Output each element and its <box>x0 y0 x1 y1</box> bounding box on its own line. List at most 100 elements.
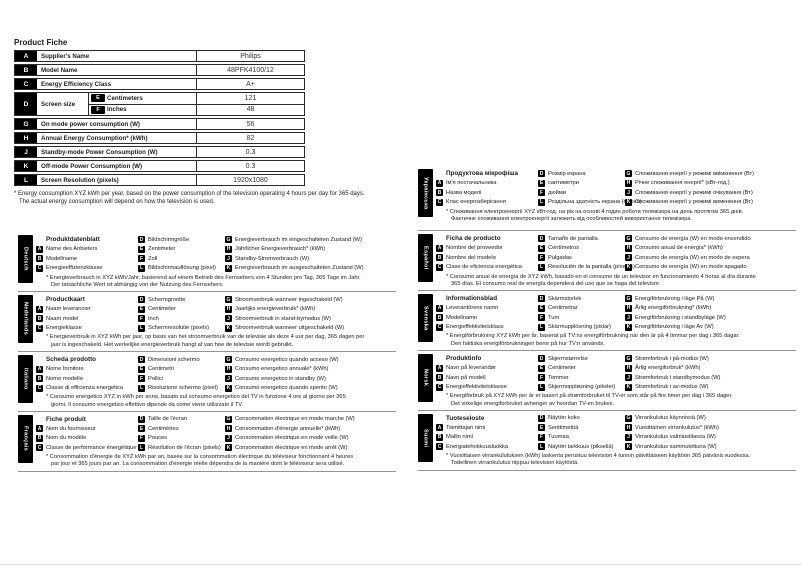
key-badge-g: G <box>225 296 232 304</box>
language-tab: Italiano <box>18 354 33 403</box>
language-section: Deutsch Produktdatenblatt A Name des Anbi… <box>18 232 396 292</box>
spec-item-k: K Stroomverbruik wanneer uitgeschakeld (W… <box>225 323 414 333</box>
spec-label: Toimittajan nimi <box>446 424 486 431</box>
key-badge-d: D <box>538 170 545 178</box>
key-badge-h: H <box>225 365 232 373</box>
spec-item-g: G Strømforbruk i på-modus (W) <box>625 354 802 364</box>
section-footnote: * Energieverbrauch in XYZ kWh/Jahr, basi… <box>18 275 396 289</box>
product-fiche-table: A Supplier's Name Philips B Model Name 4… <box>14 50 305 188</box>
spec-item-b: B Назва моделі <box>436 188 538 198</box>
spec-item-j: J Consommation électrique en mode veille … <box>225 434 414 444</box>
language-tab: Suomi <box>418 413 433 462</box>
spec-item-j: J Consumo de energía (W) en modo de esper… <box>625 253 802 263</box>
row-label: Model Name <box>37 65 197 75</box>
section-column-abc: Продуктова мікрофіша A Ім'я постачальника… <box>436 169 538 207</box>
key-badge-g: G <box>225 415 232 423</box>
section-title: Informationsblad <box>446 295 498 303</box>
spec-item-c: C Energieklasse <box>36 323 138 333</box>
key-badge-j: J <box>15 147 37 157</box>
spec-label: Consommation électrique en mode veille (… <box>235 435 349 442</box>
section-columns: Ficha de producto A Nombre del proveedor B… <box>418 234 796 272</box>
spec-item-d: D Розмір екрана <box>538 169 625 179</box>
spec-label: Розмір екрана <box>548 170 586 177</box>
row-label: Inches <box>107 104 197 115</box>
spec-item-k: K Consumo de energía (W) en modo apagado <box>625 263 802 273</box>
key-badge-f: F <box>538 374 545 382</box>
key-badge-a: A <box>15 51 37 61</box>
key-badge-c: C <box>15 79 37 89</box>
spec-item-g: G Virrankulutus käynnissä (W) <box>625 414 802 424</box>
spec-item-e: E Senttimetriä <box>538 423 625 433</box>
key-badge-h: H <box>625 179 632 187</box>
spec-label: Leverantörens namn <box>446 305 499 312</box>
row-label: Supplier's Name <box>37 51 197 61</box>
table-row-screen-size: D Screen size E Centimeters 121 F Inches… <box>14 92 305 116</box>
footnote-line: * Energy consumption XYZ kWh per year, b… <box>14 191 365 197</box>
spec-label: Energiatehokkuusluokka <box>446 443 509 450</box>
spec-label: Nome modello <box>46 375 83 382</box>
key-badge-k: K <box>625 443 632 451</box>
key-badge-k: K <box>625 198 632 206</box>
spec-label: Energiförbrukning i läge På (W) <box>635 295 715 302</box>
section-title: Tuoteseloste <box>446 414 485 422</box>
section-columns: Fiche produit A Nom du fournisseur B Nom du… <box>18 415 396 453</box>
key-badge-a: A <box>436 424 443 432</box>
spec-item-c: C Клас енергозберігання <box>436 198 538 208</box>
key-badge-k: K <box>625 383 632 391</box>
row-value: 48PFK4100/12 <box>227 66 274 74</box>
spec-label: Назва моделі <box>446 189 482 196</box>
spec-label: Consumo energetico in standby (W) <box>235 375 326 382</box>
spec-label: Dimensioni schermo <box>148 356 200 363</box>
key-badge-k: K <box>625 323 632 331</box>
spec-item-c: C Clase de eficiencia energética <box>436 263 538 273</box>
footnote-line: * Consumo energetico XYZ in kWh per anno… <box>46 394 346 401</box>
spec-item-h: H Årlig energiforbruk* (kWh) <box>625 363 802 373</box>
key-badge-f: F <box>538 254 545 262</box>
spec-label: Energieffektivitetsklass <box>446 324 504 331</box>
spec-item-g: G Energieverbrauch im eingeschalteten Zus… <box>225 235 414 245</box>
key-badge-j: J <box>625 374 632 382</box>
key-badge-j: J <box>225 434 232 442</box>
section-title: Productkaart <box>46 296 85 304</box>
section-column-abc: Productkaart A Naam leverancier B Naam mode… <box>36 295 138 333</box>
key-badge-j: J <box>625 314 632 322</box>
right-language-column: Українська Продуктова мікрофіша A Ім'я по… <box>418 166 796 471</box>
row-value: 1920x1080 <box>233 176 268 184</box>
spec-label: Consommation électrique en mode marche (… <box>235 416 355 423</box>
key-badge-b: B <box>15 65 37 75</box>
spec-label: Energieeffizienzklasse <box>46 265 103 272</box>
spec-item-h: H Consommation d'énergie annuelle* (kWh) <box>225 424 414 434</box>
spec-item-l: L Skärmupplösning (pixlar) <box>538 322 625 332</box>
spec-item-f: F Pouces <box>138 434 225 444</box>
row-label: Centimeters <box>107 93 197 104</box>
spec-item-c: C Classe di efficienza energetica <box>36 383 138 393</box>
key-badge-e: E <box>538 424 545 432</box>
section-column-defl: D Taille de l'écran E Centimètres F Pouces L Ré… <box>138 415 225 453</box>
key-badge-b: B <box>36 255 43 263</box>
section-footnote: * Energiforbruk på XYZ kWh per år er bas… <box>418 393 796 407</box>
spec-item-d: D Taille de l'écran <box>138 415 225 425</box>
language-tab: Français <box>18 414 33 463</box>
language-tab: Svenska <box>418 293 433 342</box>
spec-item-f: F Zoll <box>138 254 225 264</box>
spec-item-e: E Centimeter <box>538 363 625 373</box>
section-title: Fiche produit <box>46 415 86 423</box>
key-badge-b: B <box>36 375 43 383</box>
language-name: Norsk <box>422 369 429 387</box>
key-badge-k: K <box>625 263 632 271</box>
spec-label: Річне споживання енергії* (кВт-год.) <box>635 180 730 187</box>
spec-label: Centimeter <box>148 306 176 313</box>
section-columns: Produktinfo A Navn på leverandør B Navn på … <box>418 354 796 392</box>
key-badge-b: B <box>36 434 43 442</box>
key-badge-g: G <box>625 355 632 363</box>
spec-item-a: A Nombre del proveedor <box>436 244 538 254</box>
subkey-cell: F <box>89 105 107 116</box>
spec-label: Näytön koko <box>548 415 580 422</box>
footnote-line: * Energieverbrauch in XYZ kWh/Jahr, basi… <box>46 274 361 281</box>
spec-item-b: B Mallin nimi <box>436 433 538 443</box>
section-column-defl: D Skjermstørrelse E Centimeter F Tommer L Skjer… <box>538 354 625 392</box>
spec-item-d: D Schermgrootte <box>138 295 225 305</box>
key-badge-k: K <box>225 444 232 452</box>
key-badge-l: L <box>138 264 145 272</box>
